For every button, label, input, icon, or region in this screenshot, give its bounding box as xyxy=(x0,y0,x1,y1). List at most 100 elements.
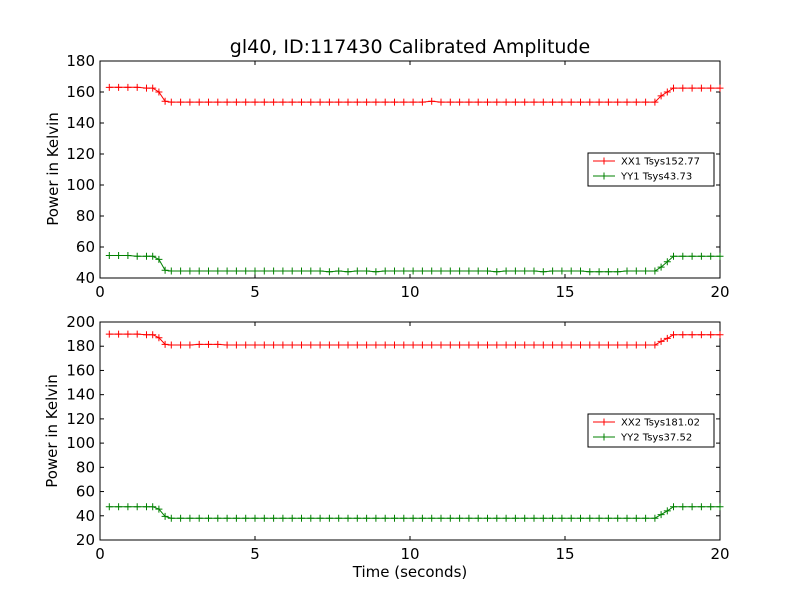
data-point xyxy=(577,98,584,106)
data-point xyxy=(511,267,519,275)
data-point xyxy=(251,514,259,522)
series-markers-xx1 xyxy=(105,83,724,106)
data-point xyxy=(418,514,426,522)
data-point xyxy=(335,341,343,349)
data-point xyxy=(242,98,250,106)
data-point xyxy=(465,98,473,106)
data-point xyxy=(133,330,141,338)
data-point xyxy=(604,341,612,349)
data-point xyxy=(115,83,123,91)
data-point xyxy=(586,341,594,349)
data-point xyxy=(502,341,510,349)
data-point xyxy=(474,514,482,522)
data-point xyxy=(697,252,705,260)
data-point xyxy=(288,98,296,106)
data-point xyxy=(205,98,212,106)
data-point xyxy=(437,267,445,275)
data-point xyxy=(521,267,529,275)
data-point xyxy=(400,341,408,349)
data-point xyxy=(549,98,557,106)
x-tick-label: 15 xyxy=(555,283,574,301)
data-point xyxy=(604,514,612,522)
data-point xyxy=(186,341,194,349)
data-point xyxy=(577,341,584,349)
data-point xyxy=(502,267,510,275)
data-point xyxy=(316,514,324,522)
y-tick-label: 60 xyxy=(76,238,95,256)
data-point xyxy=(149,84,157,92)
data-point xyxy=(325,514,333,522)
data-point xyxy=(642,341,650,349)
chart-title: gl40, ID:117430 Calibrated Amplitude xyxy=(230,36,590,58)
legend-box xyxy=(587,413,715,448)
data-point xyxy=(186,514,194,522)
data-point xyxy=(474,267,482,275)
data-point xyxy=(679,252,687,260)
data-point xyxy=(484,267,491,275)
data-point xyxy=(409,341,417,349)
data-point xyxy=(363,514,371,522)
data-point xyxy=(595,514,603,522)
legend-label: XX1 Tsys152.77 xyxy=(621,157,700,168)
data-point xyxy=(688,503,696,511)
data-point xyxy=(307,267,315,275)
data-point xyxy=(353,98,361,106)
data-point xyxy=(242,514,250,522)
data-point xyxy=(670,331,677,339)
data-point xyxy=(409,514,417,522)
data-point xyxy=(716,252,724,260)
data-point xyxy=(428,514,436,522)
data-point xyxy=(716,503,724,511)
legend-marker xyxy=(600,418,608,426)
data-point xyxy=(614,341,622,349)
data-point xyxy=(456,514,464,522)
data-point xyxy=(577,514,584,522)
data-point xyxy=(595,98,603,106)
data-point xyxy=(325,98,333,106)
data-point xyxy=(195,514,203,522)
data-point xyxy=(195,267,203,275)
data-point xyxy=(288,341,296,349)
data-point xyxy=(530,514,538,522)
y-tick-label: 140 xyxy=(66,386,95,404)
data-point xyxy=(663,258,671,266)
data-point xyxy=(307,341,315,349)
data-point xyxy=(223,514,231,522)
data-point xyxy=(484,514,491,522)
data-point xyxy=(381,514,389,522)
data-point xyxy=(298,514,305,522)
data-point xyxy=(195,98,203,106)
data-point xyxy=(663,88,671,96)
data-point xyxy=(242,341,250,349)
data-point xyxy=(143,503,150,511)
data-point xyxy=(124,83,132,91)
data-point xyxy=(707,252,715,260)
data-point xyxy=(493,98,501,106)
y-tick-label: 180 xyxy=(66,337,95,355)
data-point xyxy=(288,267,296,275)
plot-frame xyxy=(99,321,721,541)
data-point xyxy=(418,341,426,349)
x-tick-label: 0 xyxy=(95,545,105,563)
y-tick-label: 80 xyxy=(76,207,95,225)
data-point xyxy=(115,252,123,260)
y-tick-label: 100 xyxy=(66,434,95,452)
data-point xyxy=(214,267,222,275)
x-tick-label: 5 xyxy=(250,545,260,563)
data-point xyxy=(549,514,557,522)
data-point xyxy=(325,341,333,349)
data-point xyxy=(270,98,278,106)
data-point xyxy=(124,252,132,260)
data-point xyxy=(270,514,278,522)
data-point xyxy=(279,514,287,522)
data-point xyxy=(155,334,163,342)
data-point xyxy=(381,267,389,275)
x-tick-label: 10 xyxy=(400,283,419,301)
data-point xyxy=(167,98,175,106)
y-tick-label: 120 xyxy=(66,145,95,163)
data-point xyxy=(344,268,352,276)
data-point xyxy=(115,330,123,338)
data-point xyxy=(167,514,175,522)
data-point xyxy=(679,503,687,511)
